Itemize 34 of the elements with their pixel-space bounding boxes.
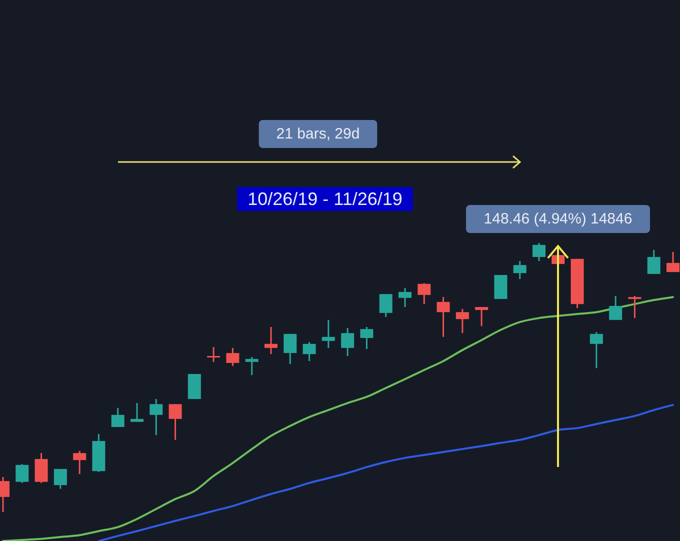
candlestick [513, 260, 526, 280]
candlestick [456, 308, 469, 334]
candlestick [666, 251, 680, 273]
candlestick [130, 402, 144, 423]
candlestick [207, 346, 220, 363]
candlestick [264, 326, 278, 355]
candlestick [341, 327, 354, 357]
candlestick [609, 295, 622, 321]
candlestick [360, 326, 374, 350]
candlestick [628, 295, 642, 319]
candlestick [475, 306, 488, 327]
candlestick [436, 296, 450, 338]
candlestick [245, 356, 258, 376]
candlestick [302, 341, 316, 362]
text: 21 bars, 29d [276, 126, 360, 142]
candlestick [379, 293, 392, 318]
candlestick [111, 407, 124, 428]
candlestick [532, 242, 546, 262]
candlestick [73, 450, 86, 475]
candlestick [418, 282, 431, 305]
candlestick [590, 331, 603, 369]
candlestick [150, 398, 163, 436]
text: 148.46 (4.94%) 14846 [484, 210, 632, 228]
candlestick [284, 333, 297, 365]
candlestick [647, 249, 660, 275]
candlestick [16, 463, 29, 484]
candlestick [494, 274, 508, 300]
candlestick [54, 468, 67, 490]
candlestick [226, 347, 240, 367]
candlestick [168, 403, 182, 441]
candlestick [322, 319, 335, 349]
candlestick [34, 452, 48, 484]
candlestick [398, 287, 412, 308]
text: 10/26/19 - 11/26/19 [248, 189, 402, 209]
